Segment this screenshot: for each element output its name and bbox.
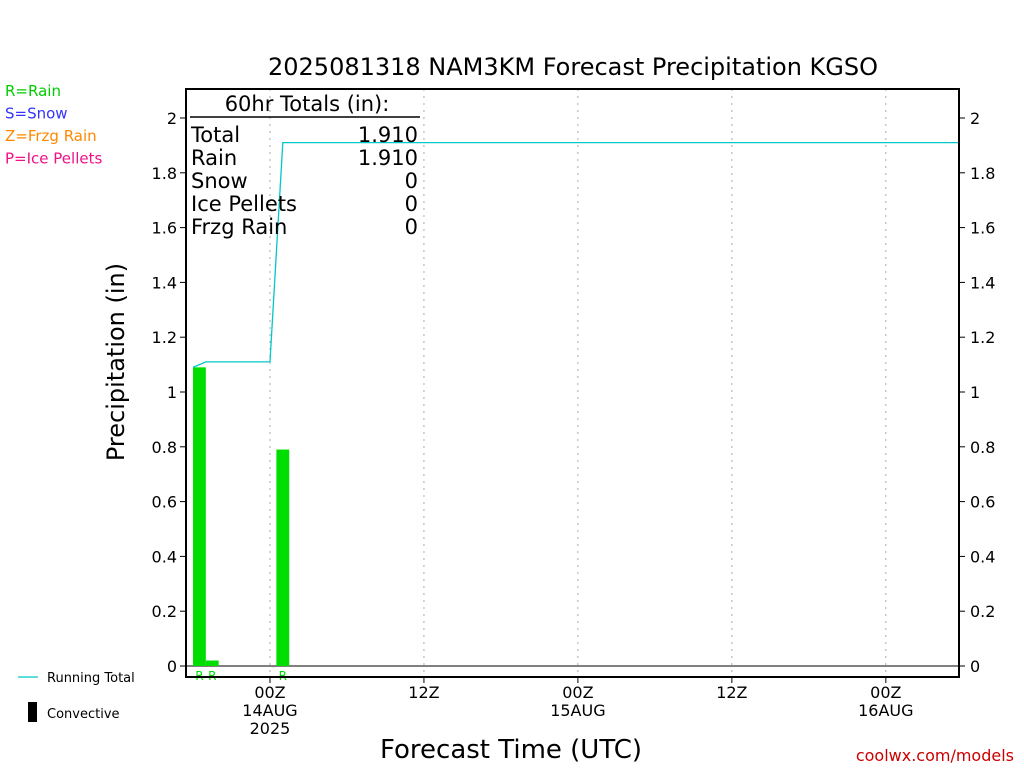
y-tick-label-left: 1.2 — [152, 328, 177, 347]
x-tick-label: 12Z — [716, 683, 747, 702]
chart-title: 2025081318 NAM3KM Forecast Precipitation… — [268, 53, 878, 81]
x-tick-label: 12Z — [408, 683, 439, 702]
convective-legend-swatch — [28, 702, 37, 722]
type-legend-item: P=Ice Pellets — [5, 150, 102, 168]
y-tick-label-right: 2 — [970, 109, 980, 128]
type-legend-item: R=Rain — [5, 82, 61, 100]
totals-row-label: Frzg Rain — [191, 215, 287, 239]
precip-bar — [276, 449, 290, 666]
x-tick-label: 00Z — [562, 683, 593, 702]
running-total-legend-label: Running Total — [47, 671, 135, 686]
convective-legend-label: Convective — [47, 707, 120, 722]
x-tick-label: 00Z — [254, 683, 285, 702]
y-tick-label-right: 1.4 — [970, 273, 995, 292]
x-tick-label: 14AUG — [242, 701, 297, 720]
y-tick-label-left: 0.8 — [152, 438, 177, 457]
y-tick-label-right: 1.6 — [970, 219, 995, 238]
y-tick-label-right: 1.2 — [970, 328, 995, 347]
totals-row-value: 0 — [405, 215, 418, 239]
totals-row-label: Ice Pellets — [191, 192, 297, 216]
y-tick-label-left: 0.4 — [152, 547, 177, 566]
y-tick-label-left: 2 — [167, 109, 177, 128]
y-tick-label-right: 0.6 — [970, 493, 995, 512]
y-tick-label-left: 0.2 — [152, 602, 177, 621]
y-tick-label-right: 1.8 — [970, 164, 995, 183]
y-axis-label: Precipitation (in) — [102, 263, 130, 461]
totals-row-value: 1.910 — [358, 146, 418, 170]
precip-bar — [205, 660, 219, 666]
precip-bar — [193, 367, 206, 666]
credit-text: coolwx.com/models — [856, 746, 1014, 765]
y-tick-label-left: 1 — [167, 383, 177, 402]
totals-row-value: 1.910 — [358, 123, 418, 147]
y-tick-label-right: 0.4 — [970, 547, 995, 566]
y-tick-label-left: 1.8 — [152, 164, 177, 183]
y-tick-label-right: 1 — [970, 383, 980, 402]
y-tick-label-left: 1.4 — [152, 273, 177, 292]
x-tick-label: 00Z — [870, 683, 901, 702]
x-axis-label: Forecast Time (UTC) — [380, 735, 642, 765]
totals-row-label: Total — [190, 123, 240, 147]
y-tick-label-left: 0 — [167, 657, 177, 676]
totals-header: 60hr Totals (in): — [225, 92, 390, 116]
type-legend-item: Z=Frzg Rain — [5, 127, 97, 145]
y-tick-label-right: 0.8 — [970, 438, 995, 457]
running-total-line — [192, 142, 959, 368]
totals-row-value: 0 — [405, 169, 418, 193]
y-tick-label-left: 0.6 — [152, 493, 177, 512]
y-tick-label-right: 0 — [970, 657, 980, 676]
x-tick-label: 2025 — [250, 719, 291, 738]
totals-row-label: Rain — [191, 146, 237, 170]
y-tick-label-right: 0.2 — [970, 602, 995, 621]
plot-frame — [185, 88, 960, 678]
totals-row-label: Snow — [191, 169, 248, 193]
type-legend-item: S=Snow — [5, 105, 68, 123]
y-tick-label-left: 1.6 — [152, 219, 177, 238]
totals-row-value: 0 — [405, 192, 418, 216]
x-tick-label: 15AUG — [550, 701, 605, 720]
x-tick-label: 16AUG — [858, 701, 913, 720]
